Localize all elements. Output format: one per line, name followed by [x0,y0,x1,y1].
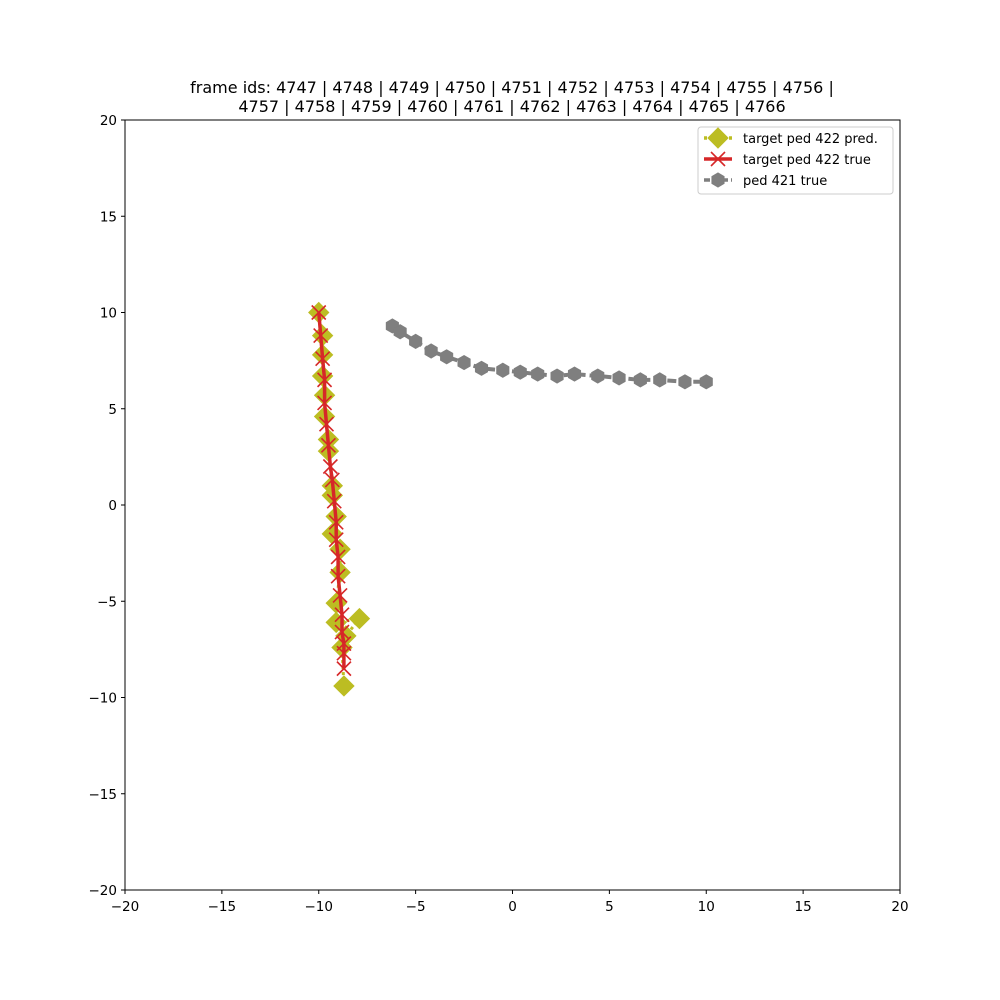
data-point [328,514,344,530]
x-tick-label: 5 [605,899,614,915]
legend-entry: target ped 422 pred. [704,127,878,149]
data-point [567,366,582,382]
legend-marker [710,151,726,167]
x-tick-label: 20 [891,899,908,915]
data-point [550,368,564,384]
data-point [330,568,346,584]
data-point [313,328,329,344]
data-point [591,368,605,384]
y-tick-label: −10 [89,691,118,707]
legend-entry: target ped 422 true [704,151,871,168]
legend: target ped 422 pred. target ped 422 true p… [697,126,894,195]
legend-label: target ped 422 true [743,153,871,168]
y-tick-label: 0 [108,498,117,514]
chart-title-line-2: 4757 | 4758 | 4759 | 4760 | 4761 | 4762 … [238,97,785,116]
x-tick-label: −15 [208,899,237,915]
chart-title-line-1: frame ids: 4747 | 4748 | 4749 | 4750 | 4… [190,78,834,97]
data-point [612,370,626,386]
series-line [317,312,346,669]
data-point [328,532,344,548]
legend-entries: target ped 422 pred. target ped 422 true p… [704,127,878,189]
y-tick-label: 20 [100,113,117,129]
y-tick-label: −20 [89,883,118,899]
data-point [324,472,340,488]
data-point [440,349,454,365]
legend-marker [711,172,725,188]
data-point [318,416,335,432]
x-axis: −20 −15 −10 −5 0 5 10 15 20 [111,890,909,915]
data-point [457,354,471,371]
y-tick-label: 5 [108,402,117,418]
series-target-ped-422-true [311,304,352,677]
y-tick-label: −15 [89,787,118,803]
data-point [474,360,489,376]
data-point [334,607,350,623]
data-point [633,372,647,388]
y-axis: −20 −15 −10 −5 0 5 10 15 20 [89,113,125,899]
legend-label: ped 421 true [743,174,827,189]
x-tick-label: −10 [305,899,334,915]
data-point [311,304,327,321]
y-tick-label: 10 [100,306,117,322]
data-point [326,493,342,509]
data-point [330,549,346,565]
data-point [315,351,331,367]
x-tick-label: 15 [795,899,812,915]
data-point [332,587,348,604]
data-point [496,362,510,378]
data-point [393,324,407,340]
legend-box [697,126,894,195]
data-point [348,607,371,630]
legend-marker [707,127,729,149]
data-point [653,372,667,388]
x-tick-label: −5 [406,899,426,915]
data-point [531,366,545,382]
data-point [333,675,355,697]
legend-label: target ped 422 pred. [743,132,878,147]
data-point [409,333,423,349]
data-point [331,636,353,659]
y-tick-label: −5 [97,594,117,610]
plot-series-layer [308,301,713,697]
data-point [513,364,527,380]
data-point [336,661,352,677]
data-point [424,343,438,359]
data-point [699,374,713,390]
x-tick-label: −20 [111,899,140,915]
data-point [316,372,333,388]
data-point [322,458,338,475]
x-tick-label: 10 [698,899,715,915]
data-point [336,645,352,661]
x-tick-label: 0 [508,899,517,915]
data-point [678,374,692,390]
data-point [316,395,333,411]
y-tick-label: 15 [100,209,117,225]
series-ped-421-true [385,318,713,390]
legend-entry: ped 421 true [704,172,827,189]
data-point [320,437,337,453]
